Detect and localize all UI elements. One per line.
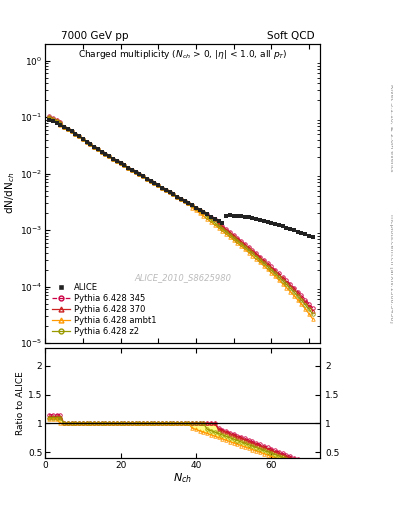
Text: Soft QCD: Soft QCD bbox=[267, 31, 315, 41]
X-axis label: $N_{ch}$: $N_{ch}$ bbox=[173, 472, 192, 485]
Text: mcplots.cern.ch [arXiv:1306.3436]: mcplots.cern.ch [arXiv:1306.3436] bbox=[389, 214, 393, 323]
Text: Rivet 3.1.10, ≥ 2.6M events: Rivet 3.1.10, ≥ 2.6M events bbox=[389, 83, 393, 171]
Text: Charged multiplicity ($N_{ch}$ > 0, $|\eta|$ < 1.0, all $p_T$): Charged multiplicity ($N_{ch}$ > 0, $|\e… bbox=[78, 48, 288, 61]
Text: ALICE_2010_S8625980: ALICE_2010_S8625980 bbox=[134, 273, 231, 282]
Legend: ALICE, Pythia 6.428 345, Pythia 6.428 370, Pythia 6.428 ambt1, Pythia 6.428 z2: ALICE, Pythia 6.428 345, Pythia 6.428 37… bbox=[50, 281, 160, 339]
Y-axis label: dN/dN$_{ch}$: dN/dN$_{ch}$ bbox=[4, 172, 17, 215]
Y-axis label: Ratio to ALICE: Ratio to ALICE bbox=[16, 371, 25, 435]
Text: 7000 GeV pp: 7000 GeV pp bbox=[61, 31, 129, 41]
